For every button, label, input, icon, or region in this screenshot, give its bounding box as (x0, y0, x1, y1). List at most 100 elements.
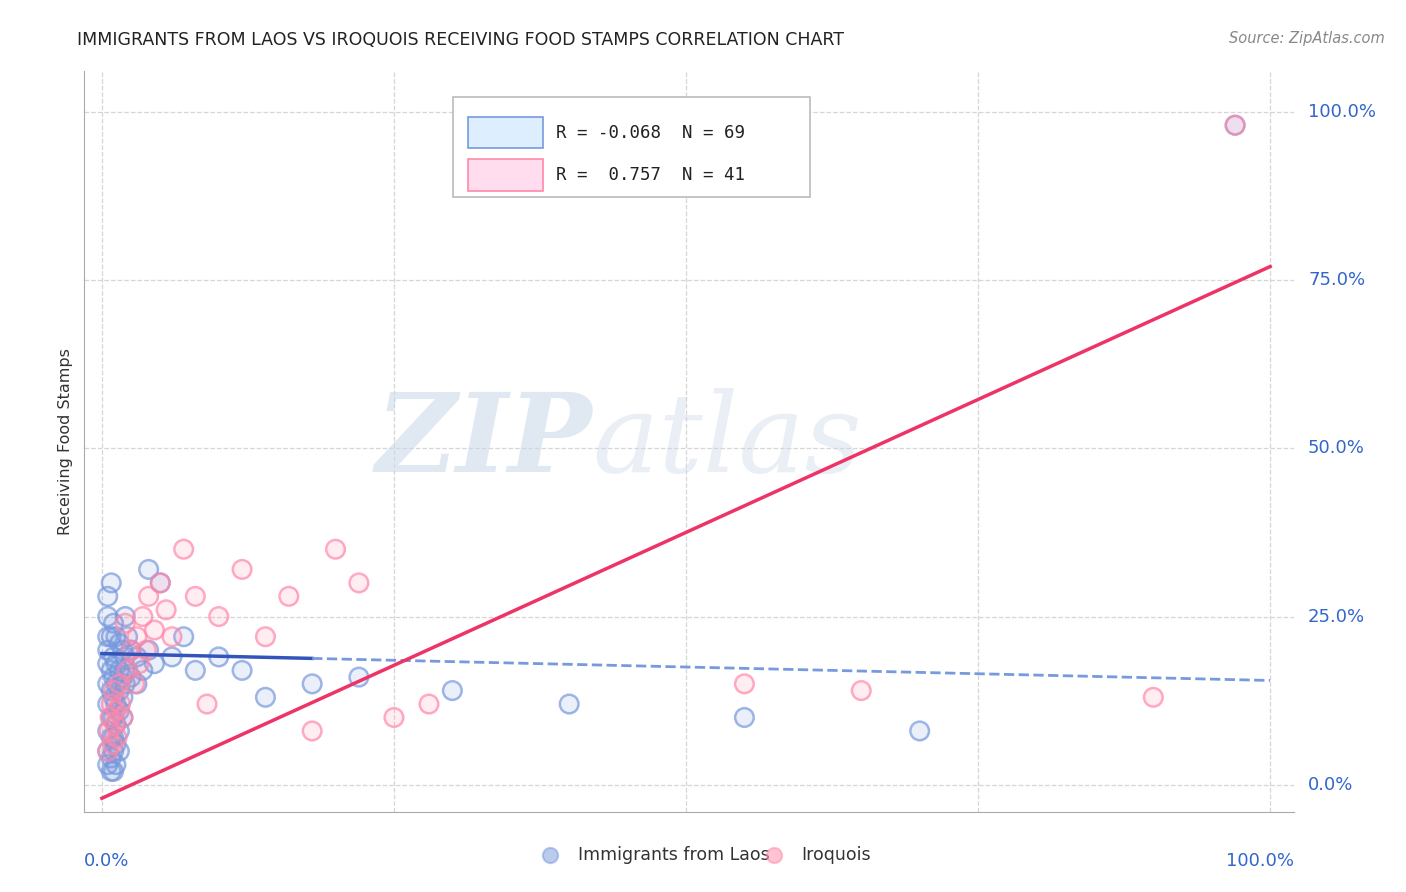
Point (103, 764, 125, 779)
Point (382, 710, 405, 724)
Point (104, 717, 127, 731)
Point (347, 670, 370, 684)
Point (125, 630, 148, 644)
Point (208, 609, 231, 624)
Point (111, 670, 134, 684)
Point (160, 649, 183, 664)
Point (97, 723, 120, 738)
Point (149, 575, 172, 590)
Point (108, 636, 131, 650)
Point (347, 575, 370, 590)
Point (117, 664, 139, 678)
Point (97, 643, 120, 657)
Point (110, 697, 132, 711)
Point (103, 744, 125, 758)
Point (108, 723, 131, 738)
Point (254, 630, 277, 644)
Point (135, 643, 157, 657)
Point (908, 723, 931, 738)
Point (97, 757, 120, 772)
Point (138, 643, 160, 657)
Text: Iroquois: Iroquois (801, 846, 870, 863)
Point (756, 817, 779, 831)
Point (325, 542, 347, 557)
Point (108, 677, 131, 691)
Point (1223, 118, 1246, 132)
Point (108, 704, 131, 718)
Point (108, 683, 131, 698)
Point (908, 723, 931, 738)
Point (100, 751, 122, 765)
Point (98, 710, 121, 724)
Point (184, 590, 207, 604)
Point (105, 731, 128, 745)
Text: Source: ZipAtlas.com: Source: ZipAtlas.com (1229, 31, 1385, 46)
Point (108, 677, 131, 691)
Point (143, 623, 166, 637)
Point (1142, 690, 1164, 705)
Point (110, 697, 132, 711)
Point (143, 623, 166, 637)
Point (100, 575, 122, 590)
Point (117, 630, 139, 644)
Point (108, 664, 131, 678)
Point (149, 575, 172, 590)
Point (111, 710, 134, 724)
Point (208, 649, 231, 664)
Point (97, 630, 120, 644)
Point (108, 636, 131, 650)
Point (120, 670, 142, 684)
Point (97, 744, 120, 758)
Point (125, 677, 148, 691)
Point (100, 697, 122, 711)
Point (104, 717, 127, 731)
Point (277, 590, 299, 604)
Point (301, 723, 323, 738)
Point (97, 590, 120, 604)
Text: Immigrants from Laos: Immigrants from Laos (578, 846, 769, 863)
Point (441, 683, 464, 698)
Point (103, 683, 125, 698)
Point (104, 657, 127, 671)
Point (103, 683, 125, 698)
Point (111, 710, 134, 724)
Point (103, 649, 125, 664)
Point (138, 562, 160, 576)
Text: 0.0%: 0.0% (1308, 776, 1354, 794)
Point (120, 643, 142, 657)
Point (97, 590, 120, 604)
Point (108, 744, 131, 758)
Point (540, 817, 562, 831)
Point (104, 717, 127, 731)
Point (1223, 118, 1246, 132)
Point (132, 609, 155, 624)
Point (347, 575, 370, 590)
Point (117, 630, 139, 644)
Point (104, 697, 127, 711)
Point (100, 710, 122, 724)
Point (111, 690, 134, 705)
Point (100, 683, 122, 698)
Point (103, 710, 125, 724)
Point (114, 649, 136, 664)
Point (103, 616, 125, 631)
Point (97, 630, 120, 644)
Point (125, 630, 148, 644)
Point (277, 590, 299, 604)
Point (195, 697, 218, 711)
Point (101, 738, 124, 752)
Point (103, 649, 125, 664)
Point (160, 630, 183, 644)
Point (104, 697, 127, 711)
Point (104, 704, 127, 718)
Point (418, 697, 440, 711)
Point (173, 542, 195, 557)
Point (117, 664, 139, 678)
Point (231, 562, 253, 576)
Point (111, 643, 134, 657)
Point (103, 764, 125, 779)
Point (184, 664, 207, 678)
Point (101, 738, 124, 752)
Point (117, 664, 139, 678)
Point (173, 630, 195, 644)
